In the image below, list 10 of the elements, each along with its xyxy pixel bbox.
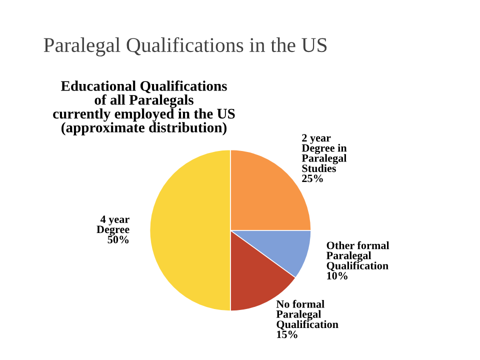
- slice-label: 2 year Degree in Paralegal Studies: [302, 134, 347, 172]
- slice-label: Other formal Paralegal Qualification: [326, 241, 390, 272]
- data-label: 25%: [302, 174, 323, 182]
- data-label: 50%: [108, 236, 129, 244]
- data-label: 10%: [327, 272, 348, 280]
- chart-subtitle: Educational Qualifications of all Paralegals currently employed in the US (approximate distribution): [53, 80, 235, 136]
- slice-label: No formal Paralegal Qualification: [276, 300, 338, 330]
- data-label: 15%: [277, 330, 298, 338]
- chart-title: Paralegal Qualifications in the US: [44, 37, 327, 56]
- slice-label: 4 year Degree: [96, 216, 130, 236]
